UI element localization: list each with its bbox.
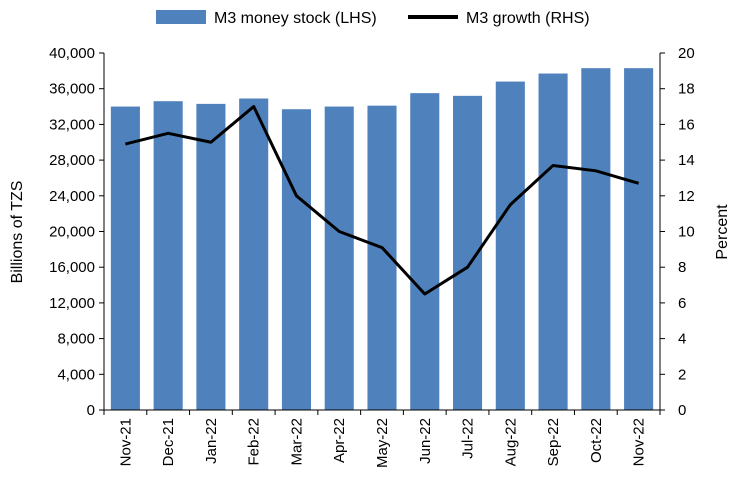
x-axis-ticks: Nov-21 Dec-21 Jan-22 Feb-22 Mar-22 Apr-22 May-…: [103, 410, 661, 468]
right-tick-label: 10: [678, 224, 695, 241]
bar-Nov-21: [110, 106, 140, 411]
x-tick-label: Mar-22: [288, 418, 305, 466]
left-tick-label: 8,000: [57, 331, 95, 348]
left-tick-label: 28,000: [49, 152, 95, 169]
right-tick-label: 12: [678, 188, 695, 205]
left-tick-label: 32,000: [49, 116, 95, 133]
right-axis-title: Percent: [714, 204, 731, 260]
bar-Feb-22: [239, 98, 269, 410]
right-tick-label: 2: [678, 366, 686, 383]
legend: M3 money stock (LHS) M3 growth (RHS): [156, 10, 590, 27]
left-tick-label: 0: [87, 402, 95, 419]
x-tick-label: Nov-21: [117, 418, 134, 466]
x-tick-label: Aug-22: [502, 418, 519, 466]
left-tick-label: 16,000: [49, 259, 95, 276]
line-series: [125, 105, 640, 296]
bar-Oct-22: [581, 68, 611, 411]
x-tick-label: Feb-22: [246, 418, 263, 466]
right-tick-label: 18: [678, 81, 695, 98]
left-tick-label: 24,000: [49, 188, 95, 205]
left-tick-label: 20,000: [49, 224, 95, 241]
bar-Sep-22: [538, 73, 568, 410]
x-tick-label: Jan-22: [203, 418, 220, 464]
left-tick-label: 12,000: [49, 295, 95, 312]
right-axis-ticks: 0 2 4 6 8 10 12 14 16 18 20: [660, 45, 695, 419]
legend-label-m3-money-stock: M3 money stock (LHS): [214, 10, 377, 27]
right-tick-label: 8: [678, 259, 686, 276]
left-axis-ticks: 0 4,000 8,000 12,000 16,000 20,000 24,000 28,00…: [49, 45, 104, 419]
left-tick-label: 4,000: [57, 366, 95, 383]
x-tick-label: Dec-21: [160, 418, 177, 466]
right-tick-label: 0: [678, 402, 686, 419]
x-tick-label: Nov-22: [631, 418, 648, 466]
bar-Jun-22: [410, 93, 440, 410]
bar-Mar-22: [281, 109, 312, 410]
x-tick-label: Apr-22: [331, 418, 348, 463]
x-tick-label: Oct-22: [588, 418, 605, 463]
legend-label-m3-growth: M3 growth (RHS): [466, 10, 590, 27]
x-tick-label: Sep-22: [545, 418, 562, 466]
right-tick-label: 6: [678, 295, 686, 312]
bar-Aug-22: [495, 81, 525, 410]
m3-growth-line: [125, 105, 640, 296]
left-tick-label: 36,000: [49, 81, 95, 98]
x-tick-label: Jun-22: [417, 418, 434, 464]
right-tick-label: 16: [678, 116, 695, 133]
bar-Dec-21: [153, 101, 183, 410]
x-tick-label: Jul-22: [460, 418, 477, 459]
right-tick-label: 4: [678, 331, 686, 348]
right-tick-label: 20: [678, 45, 695, 62]
legend-swatch-m3-money-stock: [156, 10, 206, 24]
bar-Apr-22: [324, 106, 354, 411]
bar-series: [110, 68, 654, 411]
left-axis-title: Billions of TZS: [9, 181, 26, 284]
x-tick-label: May-22: [374, 418, 391, 468]
right-tick-label: 14: [678, 152, 695, 169]
left-tick-label: 40,000: [49, 45, 95, 62]
bar-Jan-22: [196, 103, 226, 410]
bar-Nov-22: [624, 68, 654, 411]
